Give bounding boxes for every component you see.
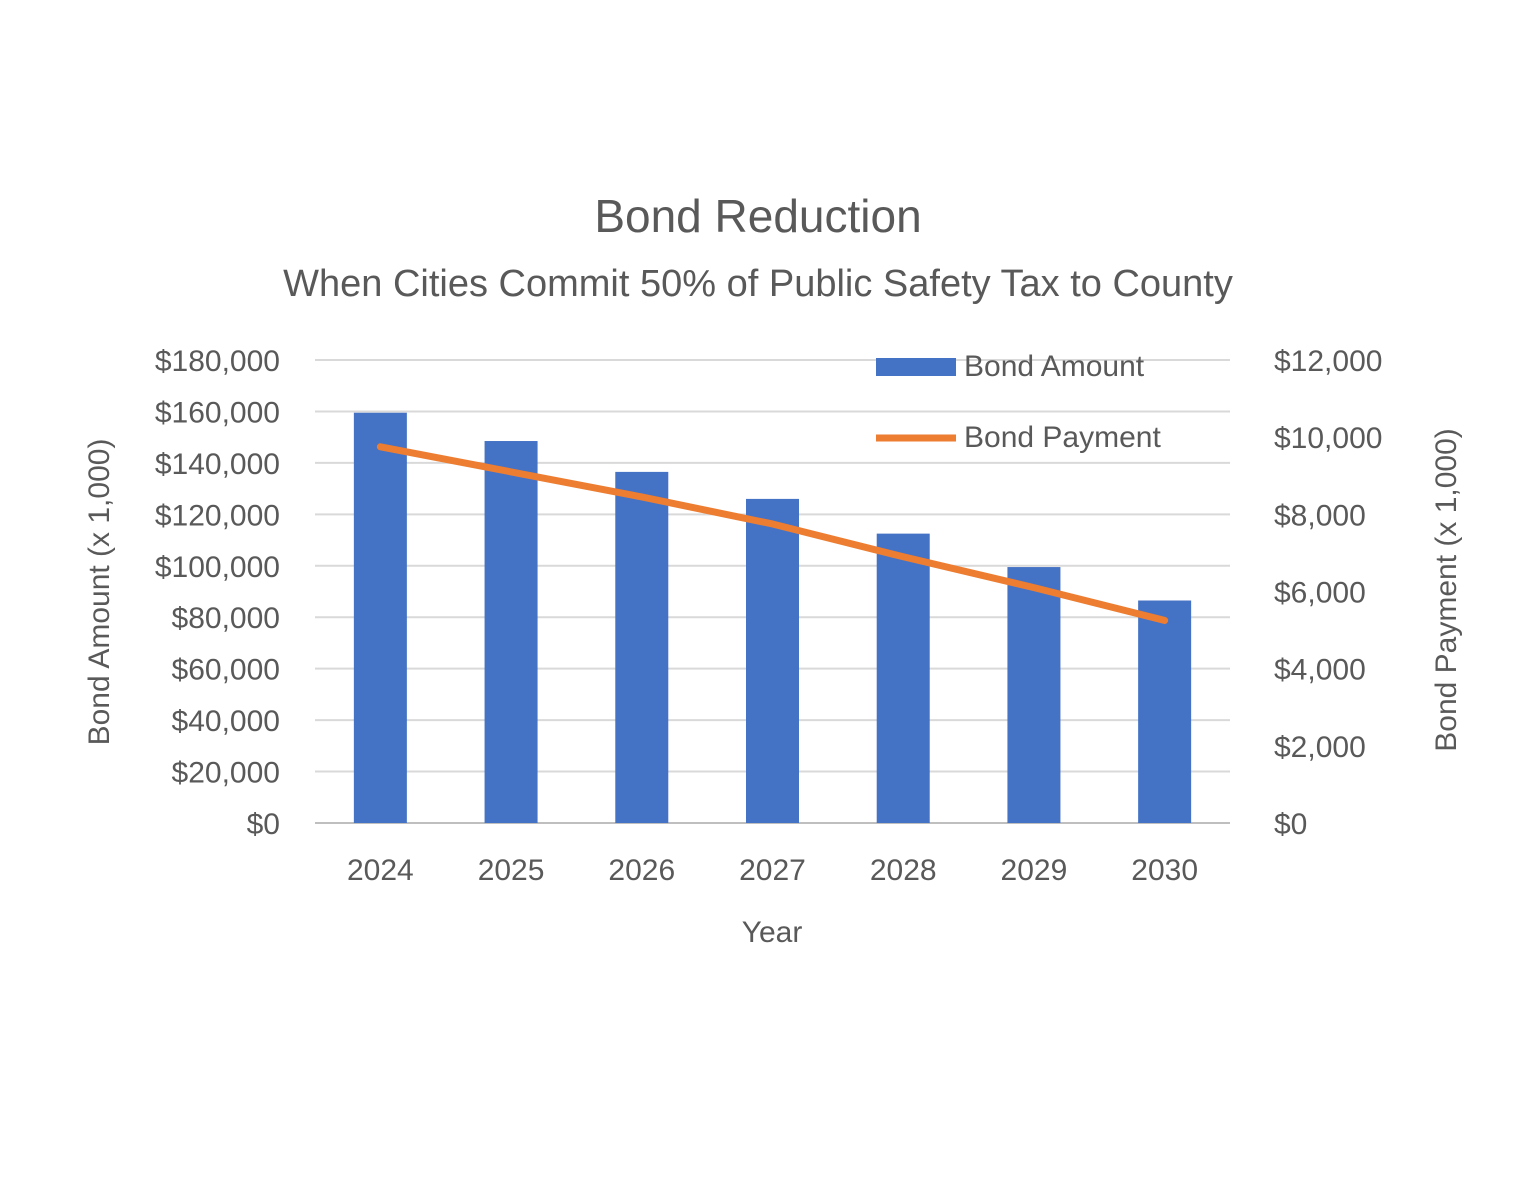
- y2-tick-label: $12,000: [1274, 345, 1382, 378]
- x-tick-label: 2024: [347, 854, 414, 887]
- x-tick-label: 2028: [870, 854, 937, 887]
- legend-label-bond-payment: Bond Payment: [964, 421, 1161, 454]
- x-axis-ticks: 2024 2025 2026 2027 2028 2029 2030: [347, 854, 1198, 887]
- bond-payment-line-group: [376, 443, 1169, 624]
- right-axis-ticks: $0 $2,000 $4,000 $6,000 $8,000 $10,000 $12,000: [1274, 345, 1382, 841]
- legend-swatch-bond-amount: [876, 358, 956, 376]
- y2-tick-label: $0: [1274, 808, 1307, 841]
- bar-bond-amount: [484, 441, 538, 823]
- y-tick-label: $100,000: [155, 551, 280, 584]
- bond-amount-bars: [353, 412, 1192, 823]
- bond-payment-line: [376, 443, 1169, 624]
- y2-tick-label: $10,000: [1274, 422, 1382, 455]
- x-tick-label: 2030: [1131, 854, 1198, 887]
- x-tick-label: 2029: [1001, 854, 1068, 887]
- x-axis-title: Year: [742, 916, 803, 949]
- y-tick-label: $160,000: [155, 396, 280, 429]
- x-tick-label: 2026: [608, 854, 675, 887]
- right-axis-title: Bond Payment (x 1,000): [1430, 428, 1463, 752]
- legend: Bond Amount Bond Payment: [876, 350, 1161, 454]
- y-tick-label: $0: [247, 808, 280, 841]
- bar-bond-amount: [876, 533, 930, 823]
- x-tick-label: 2027: [739, 854, 806, 887]
- y2-tick-label: $8,000: [1274, 499, 1366, 532]
- x-tick-label: 2025: [478, 854, 545, 887]
- y-tick-label: $80,000: [172, 602, 280, 635]
- y2-tick-label: $4,000: [1274, 654, 1366, 687]
- y2-tick-label: $6,000: [1274, 577, 1366, 610]
- bar-bond-amount: [1138, 600, 1192, 823]
- y-tick-label: $20,000: [172, 757, 280, 790]
- y-tick-label: $120,000: [155, 499, 280, 532]
- chart-subtitle: When Cities Commit 50% of Public Safety …: [283, 263, 1233, 305]
- y-tick-label: $60,000: [172, 654, 280, 687]
- bar-bond-amount: [353, 412, 407, 823]
- y-tick-label: $40,000: [172, 705, 280, 738]
- y-tick-label: $180,000: [155, 345, 280, 378]
- y2-tick-label: $2,000: [1274, 731, 1366, 764]
- y-tick-label: $140,000: [155, 448, 280, 481]
- chart-title: Bond Reduction: [594, 190, 921, 242]
- left-axis-title: Bond Amount (x 1,000): [83, 439, 116, 746]
- left-axis-ticks: $0 $20,000 $40,000 $60,000 $80,000 $100,000 $1…: [155, 345, 280, 841]
- bar-bond-amount: [1007, 567, 1061, 823]
- bar-bond-amount: [746, 498, 799, 823]
- bar-bond-amount: [615, 471, 669, 823]
- legend-label-bond-amount: Bond Amount: [964, 350, 1145, 383]
